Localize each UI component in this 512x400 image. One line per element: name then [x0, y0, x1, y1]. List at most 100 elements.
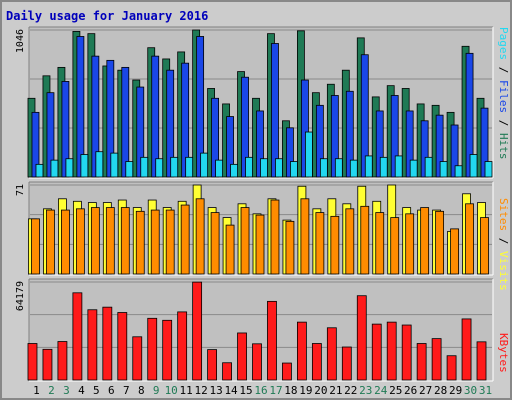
- bar-files-day-9: [151, 55, 160, 178]
- bar-sites-day-21: [330, 215, 340, 275]
- bar-kbytes-day-12: [192, 281, 203, 381]
- panel-hits-files-pages: 1046: [15, 26, 494, 179]
- bar-files-day-23: [360, 54, 369, 178]
- xtick-day-10: 10: [165, 384, 178, 397]
- xtick-day-12: 12: [195, 384, 208, 397]
- bar-pages-day-31: [484, 161, 493, 178]
- bar-files-day-25: [390, 95, 399, 178]
- xtick-day-27: 27: [419, 384, 432, 397]
- xtick-day-25: 25: [389, 384, 402, 397]
- legend-kbytes: KBytes: [497, 333, 510, 373]
- ytick-max: 64179: [15, 281, 26, 311]
- legend-hits-files-pages: Pages / Files / Hits: [497, 27, 510, 160]
- bar-sites-day-3: [61, 209, 70, 275]
- bar-pages-day-15: [245, 156, 253, 178]
- bar-kbytes-day-8: [132, 336, 143, 381]
- bar-pages-day-7: [125, 161, 134, 178]
- xtick-day-14: 14: [224, 384, 238, 397]
- bar-pages-day-6: [110, 152, 119, 178]
- bar-files-day-5: [91, 55, 100, 178]
- bar-sites-day-10: [165, 209, 175, 275]
- bar-pages-day-17: [275, 158, 283, 178]
- bar-kbytes-day-6: [102, 306, 113, 381]
- legend-sep: /: [497, 60, 510, 80]
- legend-files: Files: [497, 80, 510, 113]
- bar-files-day-31: [480, 107, 489, 178]
- bar-sites-day-16: [255, 214, 265, 275]
- bar-pages-day-11: [185, 156, 194, 178]
- bar-pages-day-14: [230, 163, 238, 178]
- bar-kbytes-day-29: [446, 355, 457, 381]
- bar-kbytes-day-26: [401, 324, 412, 381]
- bar-files-day-24: [375, 110, 384, 178]
- bar-kbytes-day-10: [162, 319, 173, 381]
- bar-pages-day-29: [454, 165, 463, 178]
- bar-files-day-17: [271, 43, 279, 178]
- bar-pages-day-18: [290, 161, 298, 178]
- x-axis-labels: 1 2 3 4 5 6 7 8 9 10 11 12 13 14 15 16 17 18 19 20 21 22 23 24 2…: [33, 384, 492, 397]
- bar-kbytes-day-13: [207, 349, 217, 381]
- xtick-day-29: 29: [449, 384, 462, 397]
- bar-kbytes-day-18: [282, 362, 292, 381]
- xtick-day-23: 23: [359, 384, 372, 397]
- legend-visits-sites: Sites / Visits: [497, 198, 510, 291]
- bar-pages-day-16: [260, 158, 268, 178]
- bar-kbytes-day-23: [356, 295, 367, 381]
- bar-pages-day-5: [95, 151, 104, 178]
- bar-pages-day-27: [424, 156, 433, 178]
- bar-sites-day-7: [120, 207, 130, 275]
- legend-sep: /: [497, 231, 510, 251]
- bar-sites-day-4: [75, 208, 85, 275]
- xtick-day-17: 17: [269, 384, 282, 397]
- bar-pages-day-9: [155, 158, 164, 178]
- bar-sites-day-5: [90, 207, 100, 275]
- bar-kbytes-day-11: [177, 311, 188, 381]
- bar-sites-day-26: [405, 213, 415, 275]
- xtick-day-7: 7: [123, 384, 130, 397]
- bar-pages-day-10: [170, 156, 179, 178]
- xtick-day-9: 9: [153, 384, 160, 397]
- bar-pages-day-30: [469, 154, 478, 178]
- bar-kbytes-day-22: [341, 346, 352, 381]
- bar-files-day-7: [121, 66, 130, 178]
- bar-sites-day-1: [31, 218, 40, 275]
- xtick-day-11: 11: [180, 384, 193, 397]
- legend-sep: /: [497, 113, 510, 133]
- xtick-day-20: 20: [314, 384, 327, 397]
- bar-kbytes-day-28: [431, 338, 442, 381]
- bar-sites-day-27: [420, 207, 430, 275]
- bar-files-day-15: [241, 76, 249, 178]
- bar-sites-day-13: [210, 212, 220, 275]
- bar-pages-day-25: [394, 155, 403, 178]
- bar-sites-day-9: [150, 209, 160, 275]
- bar-sites-day-18: [285, 220, 295, 275]
- bar-kbytes-day-31: [476, 341, 487, 381]
- bar-pages-day-20: [319, 158, 328, 178]
- xtick-day-24: 24: [374, 384, 388, 397]
- bar-kbytes-day-15: [237, 332, 247, 381]
- bar-files-day-28: [435, 114, 444, 178]
- bar-files-day-13: [211, 97, 219, 178]
- bar-files-day-11: [181, 62, 190, 178]
- panel-visits-sites: 71: [15, 181, 494, 276]
- bar-files-day-21: [330, 95, 339, 178]
- bar-sites-day-30: [465, 203, 474, 275]
- bar-pages-day-3: [65, 158, 74, 178]
- xtick-day-21: 21: [329, 384, 342, 397]
- bar-pages-day-13: [215, 159, 223, 178]
- bar-sites-day-8: [135, 210, 145, 275]
- bar-files-day-19: [301, 79, 309, 178]
- bar-kbytes-day-27: [416, 343, 427, 381]
- bar-kbytes-day-19: [297, 321, 307, 381]
- bar-pages-day-19: [305, 131, 313, 178]
- bar-files-day-16: [256, 110, 264, 178]
- legend-kbytes: KBytes: [497, 333, 510, 373]
- bar-kbytes-day-17: [267, 300, 277, 381]
- bar-kbytes-day-2: [42, 348, 53, 381]
- bar-pages-day-12: [200, 152, 209, 178]
- bar-sites-day-2: [46, 209, 55, 275]
- xtick-day-26: 26: [404, 384, 417, 397]
- bar-kbytes-day-14: [222, 362, 232, 381]
